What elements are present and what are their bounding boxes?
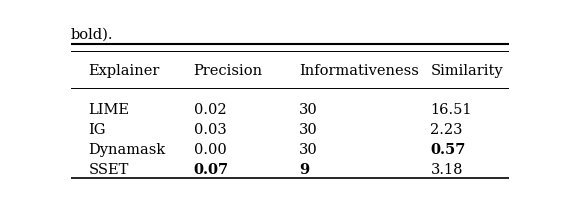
- Text: 0.00: 0.00: [194, 143, 226, 157]
- Text: bold).: bold).: [71, 28, 113, 42]
- Text: 3.18: 3.18: [430, 163, 463, 177]
- Text: 0.03: 0.03: [194, 123, 226, 137]
- Text: 0.07: 0.07: [194, 163, 229, 177]
- Text: 0.02: 0.02: [194, 103, 226, 117]
- Text: 30: 30: [299, 123, 318, 137]
- Text: 0.57: 0.57: [430, 143, 466, 157]
- Text: 9: 9: [299, 163, 309, 177]
- Text: 30: 30: [299, 103, 318, 117]
- Text: IG: IG: [88, 123, 106, 137]
- Text: Informativeness: Informativeness: [299, 64, 419, 78]
- Text: SSET: SSET: [88, 163, 128, 177]
- Text: Explainer: Explainer: [88, 64, 160, 78]
- Text: Dynamask: Dynamask: [88, 143, 165, 157]
- Text: 16.51: 16.51: [430, 103, 472, 117]
- Text: Similarity: Similarity: [430, 64, 503, 78]
- Text: 2.23: 2.23: [430, 123, 463, 137]
- Text: LIME: LIME: [88, 103, 129, 117]
- Text: Precision: Precision: [194, 64, 263, 78]
- Text: 30: 30: [299, 143, 318, 157]
